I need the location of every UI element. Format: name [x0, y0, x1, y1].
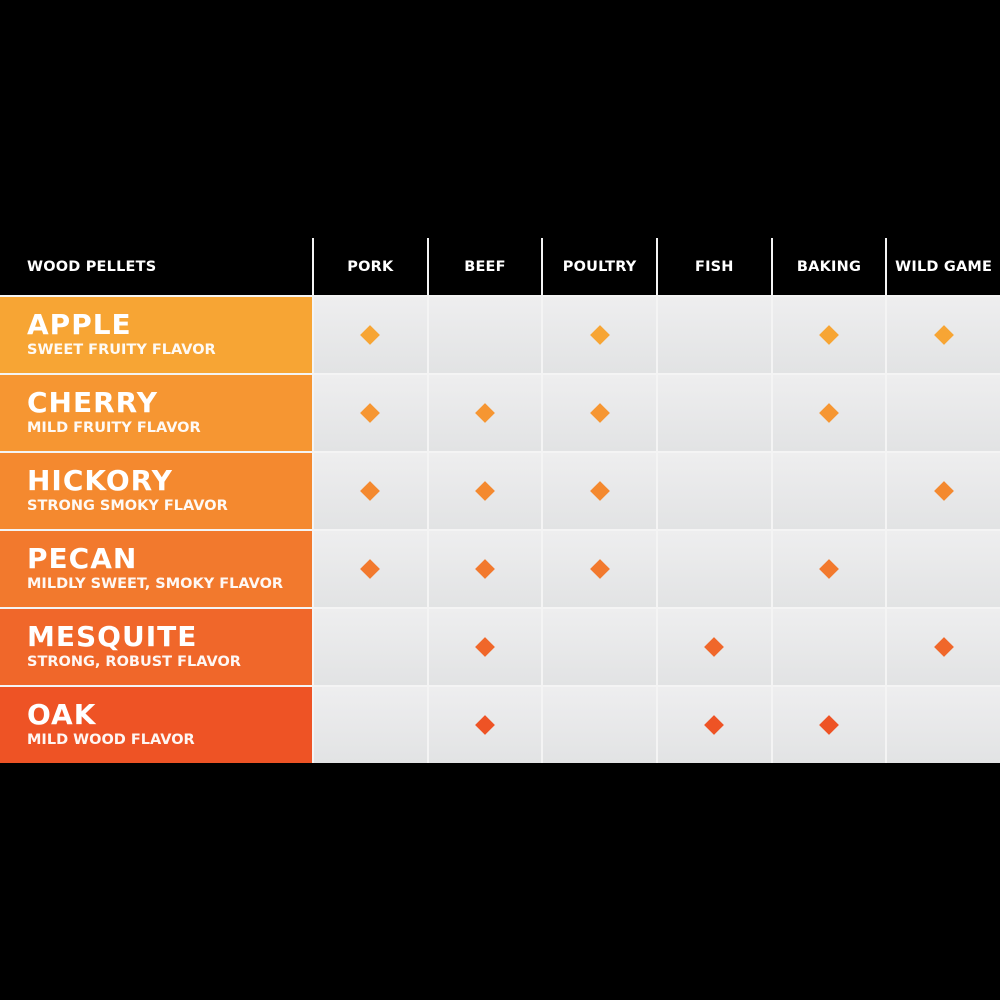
diamond-icon — [819, 325, 839, 345]
column-header-fish: FISH — [657, 238, 771, 295]
cell-pecan-pork — [314, 531, 427, 607]
row-label-apple: APPLE SWEET FRUITY FLAVOR — [0, 297, 312, 373]
wood-description: MILD WOOD FLAVOR — [27, 732, 195, 748]
cell-mesquite-baking — [772, 609, 886, 685]
column-header-beef: BEEF — [428, 238, 542, 295]
column-header-pork: PORK — [314, 238, 427, 295]
wood-name: CHERRY — [27, 386, 158, 419]
wood-description: STRONG SMOKY FLAVOR — [27, 498, 228, 514]
cell-hickory-pork — [314, 453, 427, 529]
wood-name: OAK — [27, 698, 97, 731]
row-label-oak: OAK MILD WOOD FLAVOR — [0, 687, 312, 763]
diamond-icon — [475, 481, 495, 501]
diamond-icon — [704, 637, 725, 657]
wood-description: MILD FRUITY FLAVOR — [27, 420, 201, 436]
cell-mesquite-beef — [428, 609, 542, 685]
cell-mesquite-wild-game — [887, 609, 1000, 685]
cell-apple-pork — [314, 297, 427, 373]
cell-oak-poultry — [543, 687, 656, 763]
diamond-icon — [475, 559, 495, 579]
wood-description: STRONG, ROBUST FLAVOR — [27, 654, 241, 670]
cell-hickory-beef — [428, 453, 542, 529]
diamond-icon — [475, 715, 495, 735]
diamond-icon — [704, 715, 725, 735]
cell-cherry-baking — [772, 375, 886, 451]
wood-name: HICKORY — [27, 464, 173, 497]
cell-mesquite-poultry — [543, 609, 656, 685]
diamond-icon — [360, 481, 381, 501]
cell-oak-fish — [657, 687, 771, 763]
diamond-icon — [933, 481, 954, 501]
diamond-icon — [475, 403, 495, 423]
cell-hickory-wild-game — [887, 453, 1000, 529]
cell-pecan-fish — [657, 531, 771, 607]
diamond-icon — [933, 637, 954, 657]
diamond-icon — [360, 403, 381, 423]
column-header-poultry: POULTRY — [543, 238, 656, 295]
cell-cherry-pork — [314, 375, 427, 451]
diamond-icon — [589, 325, 610, 345]
diamond-icon — [589, 403, 610, 423]
cell-hickory-poultry — [543, 453, 656, 529]
diamond-icon — [819, 715, 839, 735]
cell-pecan-wild-game — [887, 531, 1000, 607]
cell-pecan-poultry — [543, 531, 656, 607]
diamond-icon — [360, 325, 381, 345]
wood-description: MILDLY SWEET, SMOKY FLAVOR — [27, 576, 284, 592]
cell-cherry-wild-game — [887, 375, 1000, 451]
cell-oak-wild-game — [887, 687, 1000, 763]
cell-hickory-baking — [772, 453, 886, 529]
cell-apple-fish — [657, 297, 771, 373]
cell-pecan-beef — [428, 531, 542, 607]
diamond-icon — [589, 481, 610, 501]
cell-hickory-fish — [657, 453, 771, 529]
wood-name: MESQUITE — [27, 620, 198, 653]
cell-cherry-beef — [428, 375, 542, 451]
row-label-hickory: HICKORY STRONG SMOKY FLAVOR — [0, 453, 312, 529]
cell-mesquite-pork — [314, 609, 427, 685]
diamond-icon — [589, 559, 610, 579]
cell-cherry-poultry — [543, 375, 656, 451]
wood-name: APPLE — [27, 308, 132, 341]
wood-pellet-pairing-table: WOOD PELLETS PORK BEEF POULTRY FISH BAKING WI… — [0, 238, 1000, 763]
cell-pecan-baking — [772, 531, 886, 607]
diamond-icon — [819, 559, 839, 579]
diamond-icon — [819, 403, 839, 423]
wood-name: PECAN — [27, 542, 138, 575]
cell-apple-wild-game — [887, 297, 1000, 373]
row-label-mesquite: MESQUITE STRONG, ROBUST FLAVOR — [0, 609, 312, 685]
cell-apple-poultry — [543, 297, 656, 373]
header-wood-pellets: WOOD PELLETS — [0, 238, 312, 295]
cell-apple-beef — [428, 297, 542, 373]
diamond-icon — [360, 559, 381, 579]
column-header-baking: BAKING — [772, 238, 886, 295]
cell-mesquite-fish — [657, 609, 771, 685]
row-label-pecan: PECAN MILDLY SWEET, SMOKY FLAVOR — [0, 531, 312, 607]
cell-oak-beef — [428, 687, 542, 763]
cell-oak-baking — [772, 687, 886, 763]
diamond-icon — [475, 637, 495, 657]
row-label-cherry: CHERRY MILD FRUITY FLAVOR — [0, 375, 312, 451]
column-header-wild-game: WILD GAME — [887, 238, 1000, 295]
diamond-icon — [933, 325, 954, 345]
cell-apple-baking — [772, 297, 886, 373]
wood-description: SWEET FRUITY FLAVOR — [27, 342, 216, 358]
cell-cherry-fish — [657, 375, 771, 451]
cell-oak-pork — [314, 687, 427, 763]
